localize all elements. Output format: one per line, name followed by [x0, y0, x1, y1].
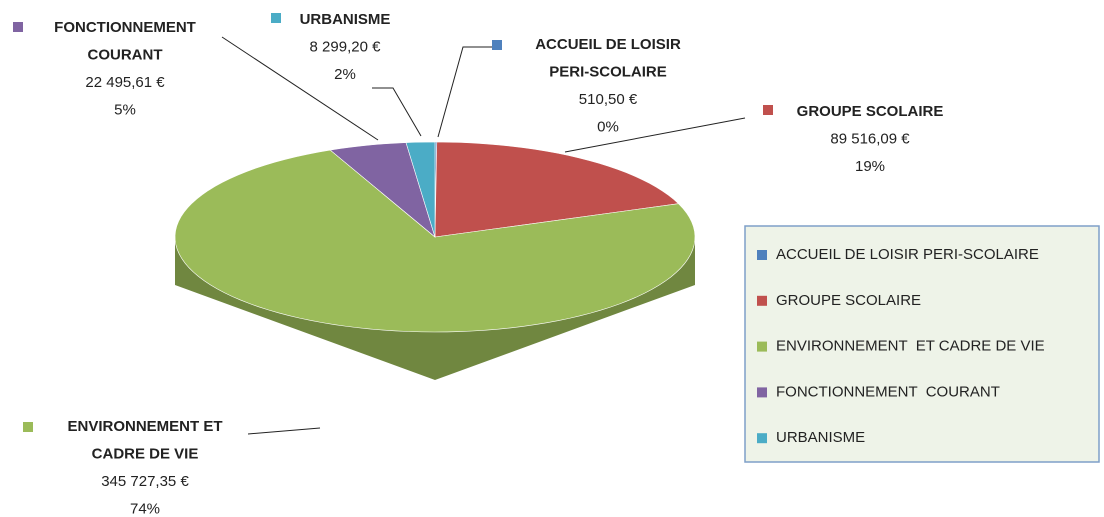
leader-line [372, 87, 422, 137]
slice-label: PERI-SCOLAIRE [549, 63, 667, 80]
legend-label: GROUPE SCOLAIRE [776, 292, 921, 309]
slice-label: CADRE DE VIE [92, 445, 199, 462]
value-label: 345 727,35 € [101, 473, 189, 490]
leader-line [564, 117, 746, 153]
legend-label: ENVIRONNEMENT ET CADRE DE VIE [776, 338, 1045, 355]
percent-label: 5% [114, 101, 136, 118]
leader-line [247, 427, 321, 435]
legend-label: FONCTIONNEMENT COURANT [776, 383, 1000, 400]
percent-label: 74% [130, 500, 160, 517]
label-marker [23, 422, 33, 432]
slice-side [175, 237, 695, 380]
leader-line [437, 46, 493, 138]
legend-marker [757, 250, 767, 260]
slice-label: ACCUEIL DE LOISIR [535, 36, 681, 53]
percent-label: 19% [855, 158, 885, 175]
slice [405, 141, 436, 238]
slice-label: FONCTIONNEMENT [54, 19, 196, 36]
slice [329, 142, 436, 238]
label-marker [763, 105, 773, 115]
percent-label: 0% [597, 118, 619, 135]
value-label: 8 299,20 € [310, 38, 382, 55]
legend-label: URBANISME [776, 429, 865, 446]
percent-label: 2% [334, 66, 356, 83]
slice-label: COURANT [88, 46, 163, 63]
slice-label: GROUPE SCOLAIRE [797, 103, 944, 120]
slice-label: ENVIRONNEMENT ET [67, 418, 222, 435]
value-label: 89 516,09 € [830, 130, 910, 147]
slice [434, 141, 680, 238]
slice [174, 149, 696, 333]
legend-marker [757, 387, 767, 398]
legend-label: ACCUEIL DE LOISIR PERI-SCOLAIRE [776, 246, 1039, 263]
legend-marker [757, 295, 767, 306]
value-label: 510,50 € [579, 91, 638, 108]
legend-marker [757, 341, 767, 352]
label-marker [492, 40, 502, 50]
legend-box [744, 225, 1100, 463]
slice-label: URBANISME [300, 11, 391, 28]
label-marker [271, 13, 281, 23]
value-label: 22 495,61 € [85, 74, 165, 91]
legend-marker [757, 433, 767, 444]
label-marker [13, 22, 23, 32]
leader-line [221, 36, 379, 141]
